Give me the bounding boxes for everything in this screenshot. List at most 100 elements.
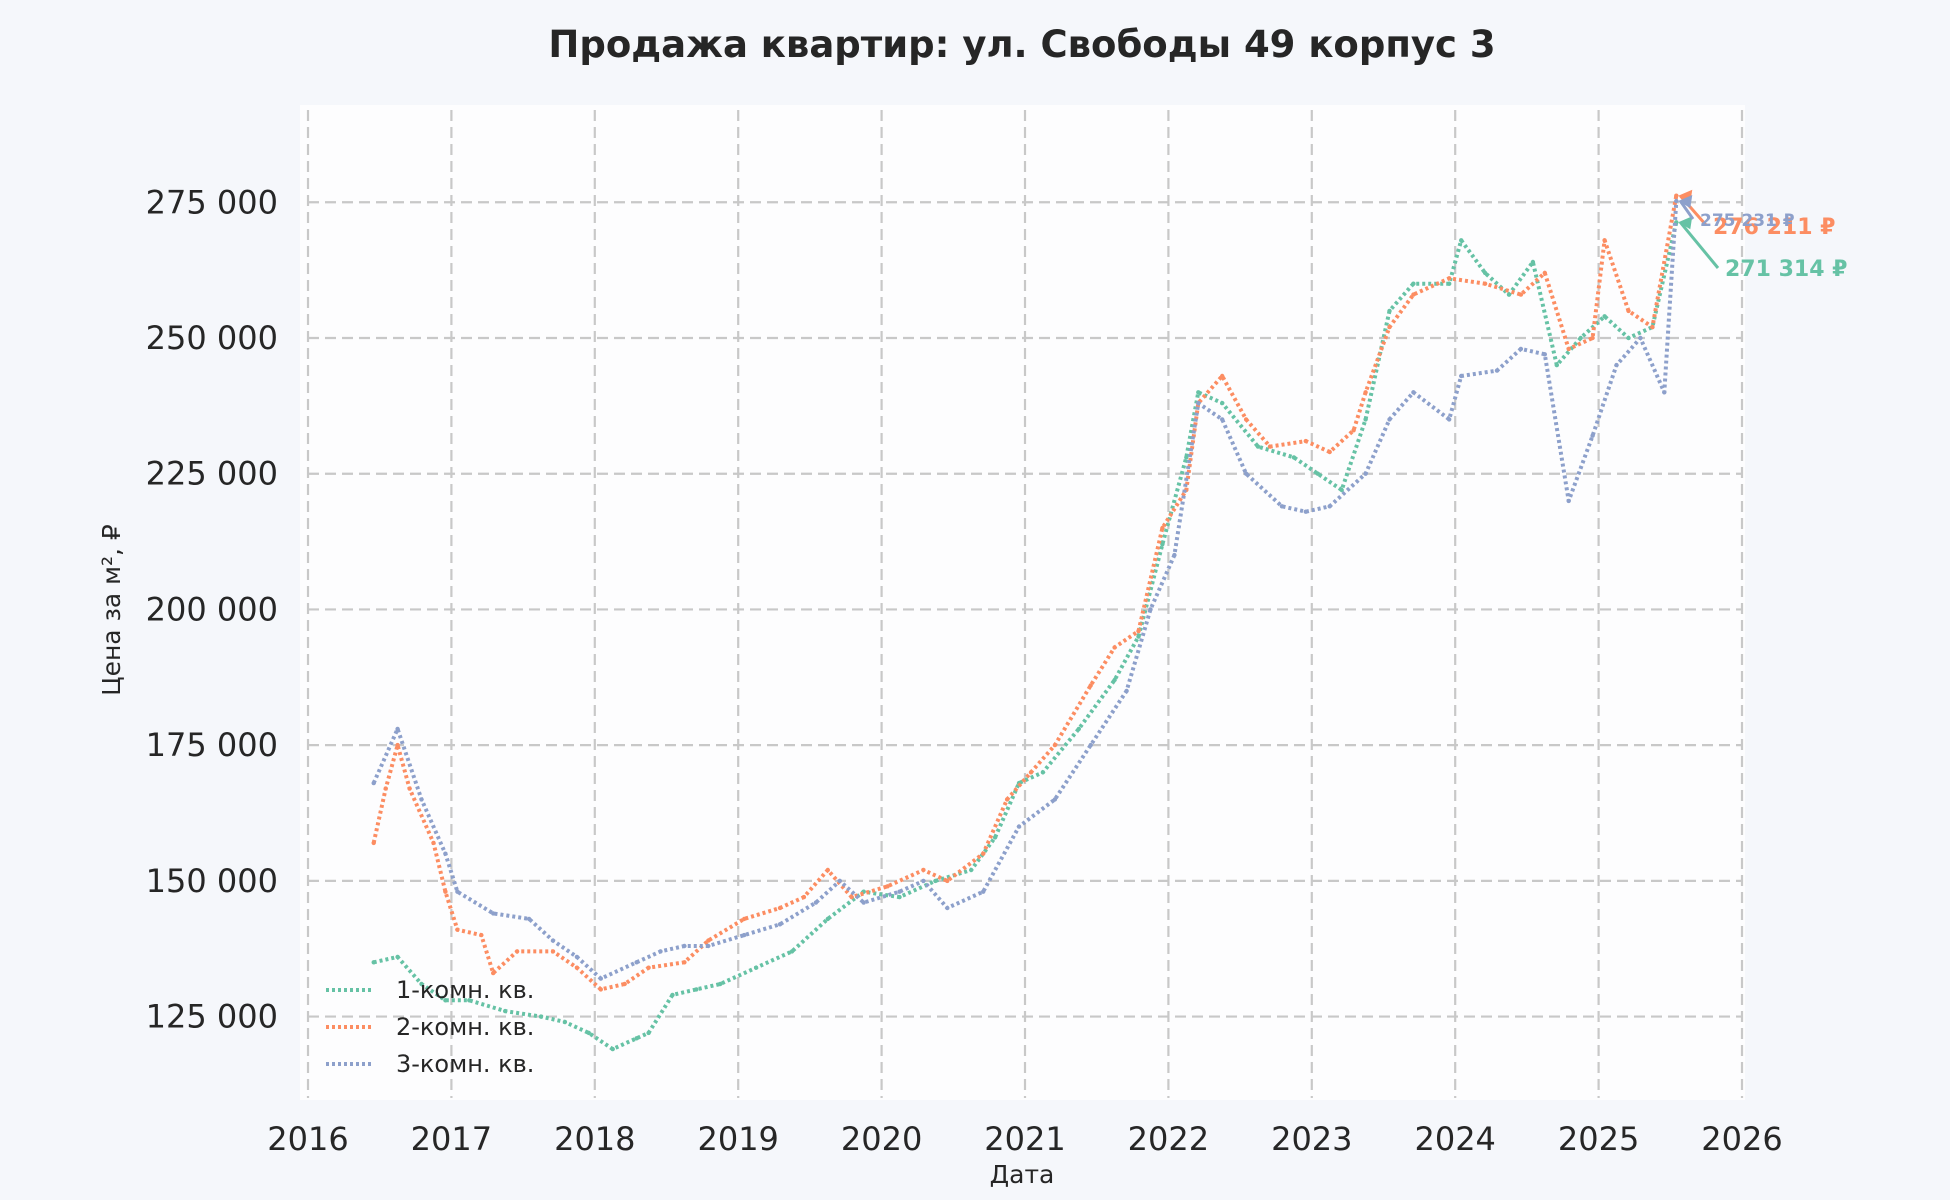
data-point bbox=[574, 965, 580, 970]
data-point bbox=[1662, 390, 1667, 395]
data-point bbox=[634, 960, 639, 965]
data-point bbox=[610, 1046, 615, 1052]
data-point bbox=[431, 840, 436, 846]
data-point bbox=[622, 981, 627, 987]
end-value-label: 275 231 ₽ bbox=[1700, 211, 1795, 231]
data-point bbox=[718, 981, 723, 987]
data-point bbox=[1172, 552, 1177, 558]
x-tick-label: 2023 bbox=[1271, 1120, 1352, 1158]
data-point bbox=[1626, 308, 1631, 314]
data-point bbox=[1542, 352, 1548, 357]
data-point bbox=[1291, 455, 1297, 460]
data-point bbox=[1076, 726, 1082, 732]
data-point bbox=[1112, 677, 1117, 683]
data-point bbox=[1184, 455, 1189, 460]
data-point bbox=[550, 938, 556, 943]
data-point bbox=[1447, 417, 1452, 422]
data-point bbox=[634, 1036, 639, 1041]
y-tick-label: 275 000 bbox=[146, 183, 278, 221]
y-tick-label: 200 000 bbox=[146, 590, 278, 628]
data-point bbox=[1650, 324, 1655, 330]
plot-area-background bbox=[300, 105, 1745, 1100]
data-point bbox=[562, 1019, 568, 1025]
tick-labels: 2016 2017 2018 2019 2020 2021 2022 2023 2024 2025… bbox=[146, 183, 1783, 1158]
legend-label: 2-комн. кв. bbox=[396, 1013, 534, 1041]
data-point bbox=[443, 889, 448, 894]
end-value-label: 271 314 ₽ bbox=[1725, 257, 1847, 282]
data-point bbox=[1028, 770, 1034, 775]
data-point bbox=[1327, 449, 1332, 455]
data-point bbox=[526, 916, 532, 922]
end-label-arrow bbox=[1679, 221, 1720, 269]
series-2 bbox=[371, 193, 1679, 992]
series-line bbox=[371, 195, 1679, 992]
data-point bbox=[825, 867, 830, 873]
legend-item: 2-комн. кв. bbox=[326, 1013, 534, 1041]
data-point bbox=[1196, 400, 1201, 406]
data-point bbox=[921, 878, 926, 884]
end-value-label: 276 211 ₽ bbox=[1713, 215, 1835, 240]
data-point bbox=[1040, 770, 1046, 775]
data-point bbox=[753, 965, 759, 970]
data-point bbox=[789, 949, 795, 954]
data-point bbox=[443, 851, 448, 856]
data-point bbox=[467, 998, 472, 1003]
data-point bbox=[1482, 281, 1488, 286]
data-point bbox=[491, 911, 496, 916]
x-tick-label: 2026 bbox=[1701, 1120, 1782, 1158]
data-point bbox=[1136, 628, 1141, 634]
data-point bbox=[742, 916, 747, 922]
data-point bbox=[945, 878, 950, 884]
data-point bbox=[837, 878, 842, 884]
data-point bbox=[1590, 335, 1595, 341]
data-point bbox=[1220, 400, 1225, 406]
data-point bbox=[1004, 797, 1010, 802]
data-point bbox=[885, 884, 890, 889]
data-point bbox=[992, 835, 998, 840]
data-point bbox=[933, 878, 938, 884]
data-point bbox=[1016, 824, 1022, 829]
data-point bbox=[706, 943, 711, 949]
data-point bbox=[777, 922, 783, 927]
x-tick-label: 2018 bbox=[554, 1120, 635, 1158]
x-tick-label: 2022 bbox=[1128, 1120, 1209, 1158]
series-1 bbox=[371, 220, 1679, 1052]
data-point bbox=[1626, 335, 1631, 341]
data-point bbox=[1518, 292, 1524, 297]
x-tick-label: 2020 bbox=[841, 1120, 922, 1158]
legend-label: 1-комн. кв. bbox=[396, 976, 534, 1004]
data-point bbox=[1387, 324, 1392, 330]
data-point bbox=[491, 970, 496, 976]
data-point bbox=[1052, 742, 1058, 748]
data-point bbox=[682, 960, 687, 965]
end-label-arrowhead bbox=[1678, 216, 1693, 230]
x-tick-label: 2019 bbox=[697, 1120, 778, 1158]
data-point bbox=[1530, 259, 1536, 265]
chart-title: Продажа квартир: ул. Свободы 49 корпус 3 bbox=[548, 23, 1495, 66]
data-point bbox=[658, 949, 663, 954]
data-point bbox=[1088, 683, 1093, 688]
data-point bbox=[1494, 368, 1500, 373]
data-point bbox=[1411, 390, 1416, 395]
data-point bbox=[1243, 417, 1249, 422]
data-point bbox=[742, 932, 747, 938]
data-point bbox=[1542, 270, 1548, 276]
data-point bbox=[1566, 498, 1571, 504]
data-point bbox=[1363, 471, 1368, 476]
data-point bbox=[921, 867, 926, 873]
y-tick-label: 150 000 bbox=[146, 862, 278, 900]
data-point bbox=[455, 889, 460, 894]
legend-item: 1-комн. кв. bbox=[326, 976, 534, 1004]
data-point bbox=[574, 954, 580, 960]
data-point bbox=[1578, 335, 1583, 341]
data-point bbox=[1447, 276, 1452, 281]
data-point bbox=[801, 894, 807, 900]
y-tick-label: 175 000 bbox=[146, 726, 278, 764]
data-point bbox=[1303, 509, 1309, 514]
data-point bbox=[1255, 444, 1261, 449]
data-point bbox=[1674, 198, 1679, 204]
data-point bbox=[1220, 417, 1225, 422]
data-point bbox=[1220, 373, 1225, 379]
data-point bbox=[1566, 346, 1571, 352]
